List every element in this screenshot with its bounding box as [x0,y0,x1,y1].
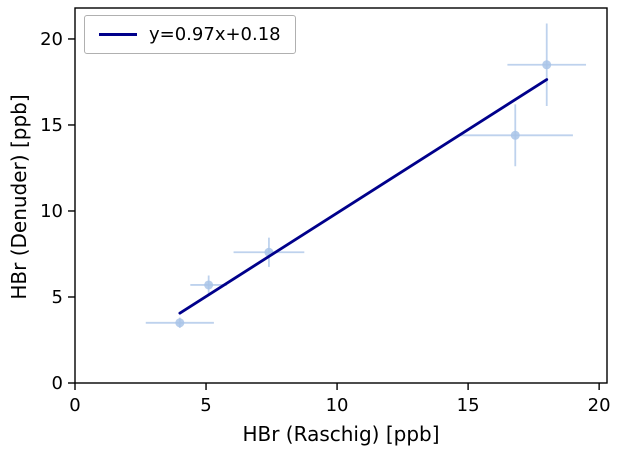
x-tick-label: 20 [588,395,611,416]
data-points [175,60,552,328]
x-axis-label: HBr (Raschig) [ppb] [242,422,440,446]
data-point [204,280,214,290]
y-tick-label: 5 [52,287,63,308]
legend-label: y=0.97x+0.18 [149,24,281,45]
y-axis-ticks: 0 5 10 15 20 [40,29,75,394]
x-tick-label: 15 [457,395,480,416]
data-point [175,318,185,328]
fit-line-legend-swatch [99,33,137,36]
data-point [510,130,520,140]
axes [74,7,608,384]
data-point [542,60,552,70]
y-axis-label: HBr (Denuder) [ppb] [7,94,31,300]
x-tick-label: 0 [69,395,80,416]
fit-line [178,78,549,315]
y-tick-label: 0 [52,373,63,394]
legend: y=0.97x+0.18 [84,15,296,54]
x-axis-ticks: 0 5 10 15 20 [69,383,611,416]
y-tick-label: 15 [40,115,63,136]
y-tick-label: 20 [40,29,63,50]
x-tick-label: 5 [200,395,211,416]
y-tick-label: 10 [40,201,63,222]
x-tick-label: 10 [326,395,349,416]
